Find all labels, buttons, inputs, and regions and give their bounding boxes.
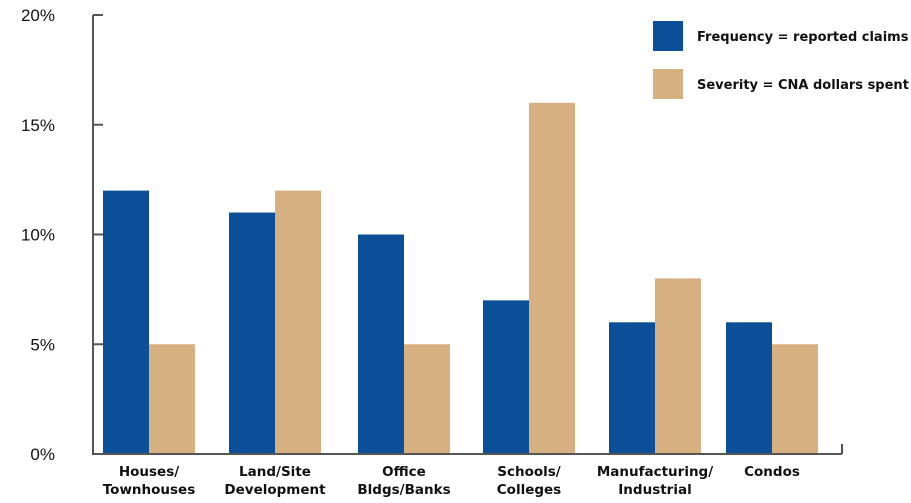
y-axis-ticks: 0% 5% 10% 15% 20% xyxy=(21,6,103,464)
frequency-bar-3 xyxy=(483,300,529,454)
category-label: Land/Site Development xyxy=(224,464,326,498)
y-tick-label: 10% xyxy=(21,226,55,245)
bars xyxy=(103,102,818,455)
severity-bar-2 xyxy=(404,344,450,454)
category-label: Condos xyxy=(744,464,800,480)
legend-swatch-severity xyxy=(653,69,683,99)
frequency-bar-2 xyxy=(358,234,404,454)
severity-bar-4 xyxy=(655,278,701,454)
y-tick-label: 20% xyxy=(21,6,55,25)
severity-bar-3 xyxy=(529,102,575,455)
y-tick-label: 15% xyxy=(21,116,55,135)
legend-label-frequency: Frequency = reported claims xyxy=(697,30,909,45)
frequency-bar-0 xyxy=(103,190,149,454)
frequency-bar-4 xyxy=(609,322,655,454)
severity-bar-1 xyxy=(275,190,321,454)
category-label: Manufacturing/Industrial xyxy=(597,464,713,498)
severity-bar-5 xyxy=(772,344,818,454)
legend-swatch-frequency xyxy=(653,21,683,51)
severity-bar-0 xyxy=(149,344,195,454)
y-tick-label: 0% xyxy=(30,445,55,464)
frequency-bar-1 xyxy=(229,212,275,454)
x-axis-labels: Houses/Townhouses Land/Site Development Off… xyxy=(103,464,800,498)
y-tick-label: 5% xyxy=(30,335,55,354)
category-label: Office Bldgs/Banks xyxy=(357,464,450,498)
legend-label-severity: Severity = CNA dollars spent xyxy=(697,78,909,93)
category-label: Houses/Townhouses xyxy=(103,464,196,498)
category-label: Schools/Colleges xyxy=(497,464,561,498)
frequency-bar-5 xyxy=(726,322,772,454)
legend: Frequency = reported claims Severity = CN… xyxy=(653,21,909,99)
